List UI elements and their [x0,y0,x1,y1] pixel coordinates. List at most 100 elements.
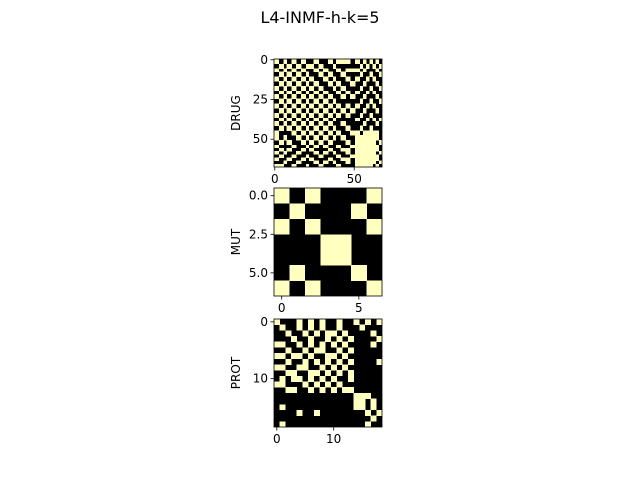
heatmap-cell [345,152,351,155]
heatmap-cell [274,86,280,88]
heatmap-cell [362,59,367,61]
heatmap-cell [362,84,367,87]
heatmap-cell [286,84,292,87]
heatmap-cell [318,165,324,168]
heatmap-cell [335,155,341,158]
heatmap-cell [359,100,364,103]
heatmap-cell [323,162,329,165]
heatmap-cell [308,124,314,127]
heatmap-cell [274,113,280,115]
heatmap-cell [274,95,280,98]
heatmap-cell [305,82,310,85]
heatmap-cell [347,375,354,382]
heatmap-cell [319,364,326,371]
heatmap-cell [301,130,307,133]
heatmap-cell [283,122,288,125]
x-tick-label: 50 [347,172,362,186]
heatmap-cell [318,120,324,123]
heatmap-cell [345,162,351,165]
heatmap-cell [328,147,334,150]
heatmap-cell [283,138,288,141]
heatmap-cell [313,146,319,149]
heatmap-cell [305,165,310,168]
heatmap-cell [323,127,329,130]
heatmap-cell [278,111,284,114]
heatmap-cell [313,119,319,122]
heatmap-cell [362,82,367,85]
heatmap-cell [296,119,302,122]
heatmap-cell [332,127,337,130]
heatmap-cell [332,135,337,138]
heatmap-cell [330,375,337,382]
heatmap-cell [369,114,373,117]
heatmap-cell [378,73,383,76]
heatmap-cell [320,234,352,251]
heatmap-cells [274,59,383,168]
heatmap-cell [376,409,383,416]
heatmap-cell [286,63,292,66]
heatmap-cell [301,68,307,71]
heatmap-cell [283,114,288,117]
heatmap-cell [355,106,361,109]
heatmap-cell [350,95,356,98]
heatmap-cell [345,125,351,128]
heatmap-cell [301,62,307,65]
heatmap-cell [369,60,373,63]
heatmap-cell [301,79,307,82]
heatmap-cell [308,336,315,343]
heatmap-cell [296,82,302,85]
heatmap-cell [301,89,307,92]
heatmap-cell [340,89,346,92]
heatmap-cell [308,105,314,107]
heatmap-cell [291,103,297,106]
heatmap-cell [296,65,302,68]
heatmap-cell [289,203,306,220]
heatmap-cell [336,381,343,388]
heatmap-cell [332,101,337,104]
heatmap-cell [305,71,310,74]
heatmap-cell [376,336,383,343]
heatmap-cell [308,114,314,117]
heatmap-cell [274,89,280,92]
heatmap-cell [345,70,361,73]
heatmap-cell [369,98,373,101]
heatmap-cell [313,82,319,85]
heatmap-cell [283,103,288,106]
heatmap-cell [274,59,280,61]
heatmap-cell [274,116,280,119]
heatmap-cell [301,97,307,100]
heatmap-cell [278,82,284,85]
heatmap-cell [328,141,334,144]
heatmap-cell [378,63,383,66]
heatmap-cell [340,122,346,125]
heatmap-cell [274,144,280,147]
heatmap-cell [369,127,373,130]
heatmap-cell [328,113,334,115]
heatmap-cell [274,218,290,235]
y-tick-label: 0.0 [249,189,268,203]
heatmap-cell [305,127,310,130]
heatmap-cell [318,74,324,77]
heatmap-cell [274,120,280,123]
heatmap-cell [335,132,341,134]
heatmap-cell [274,79,280,82]
heatmap-cell [296,125,302,128]
heatmap-cell [274,70,280,73]
heatmap-cell [296,128,302,131]
heatmap-cell [340,124,346,127]
heatmap-cell [375,82,380,85]
heatmap-cell [328,81,334,84]
heatmap-cell [375,109,380,112]
heatmap-cell [318,155,324,158]
heatmap-cell [318,63,324,66]
heatmap-cell [335,116,341,119]
heatmap-cell [353,392,371,399]
x-tick-label: 0 [273,432,281,446]
heatmap-cell [305,136,310,139]
heatmap-cell [366,119,370,122]
heatmap-cell [278,81,284,84]
heatmap-cell [370,415,377,422]
heatmap-cell [308,79,314,82]
heatmap-cell [318,97,324,100]
heatmap-cell [313,59,319,61]
